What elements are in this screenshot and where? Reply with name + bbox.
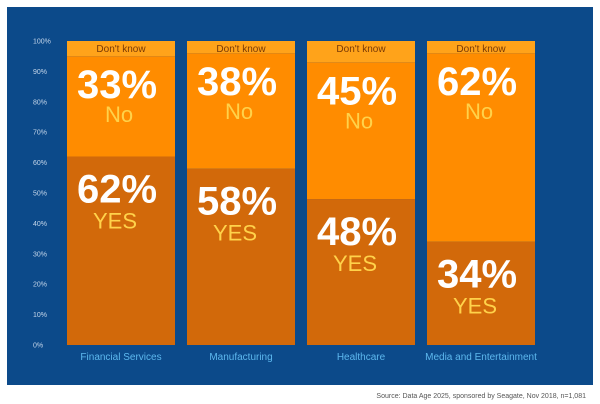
bar-segment-don-t-know <box>67 41 175 57</box>
no-percent-label: 33% <box>77 63 157 107</box>
dont-know-label: Don't know <box>336 44 386 55</box>
y-tick-label: 10% <box>33 312 47 319</box>
yes-percent-label: 48% <box>317 210 397 254</box>
bar-segment-no <box>307 62 415 200</box>
yes-word-label: YES <box>453 294 497 319</box>
y-tick-label: 80% <box>33 99 47 106</box>
y-tick-label: 30% <box>33 251 47 258</box>
category-label: Media and Entertainment <box>425 352 537 363</box>
bar-segment-don-t-know <box>307 41 415 63</box>
no-word-label: No <box>105 102 133 127</box>
category-label: Manufacturing <box>209 352 272 363</box>
y-tick-label: 20% <box>33 282 47 289</box>
bar-segment-no <box>187 53 295 169</box>
bar-segment-no <box>427 53 535 242</box>
bar-segment-don-t-know <box>187 41 295 54</box>
y-tick-label: 90% <box>33 69 47 76</box>
yes-word-label: YES <box>333 251 377 276</box>
dont-know-label: Don't know <box>216 44 266 55</box>
y-tick-label: 70% <box>33 130 47 137</box>
no-percent-label: 62% <box>437 60 517 104</box>
bar-segment-yes <box>67 156 175 345</box>
y-tick-label: 50% <box>33 191 47 198</box>
no-percent-label: 38% <box>197 60 277 104</box>
yes-percent-label: 58% <box>197 180 277 224</box>
bar-segment-yes <box>427 241 535 345</box>
no-word-label: No <box>345 108 373 133</box>
bar-segment-yes <box>307 199 415 345</box>
no-percent-label: 45% <box>317 69 397 113</box>
dont-know-label: Don't know <box>96 44 146 55</box>
bar-segment-no <box>67 56 175 157</box>
y-tick-label: 100% <box>33 39 51 46</box>
category-label: Healthcare <box>337 352 386 363</box>
yes-word-label: YES <box>93 209 137 234</box>
no-word-label: No <box>465 99 493 124</box>
yes-percent-label: 62% <box>77 168 157 212</box>
y-tick-label: 40% <box>33 221 47 228</box>
bar-segment-yes <box>187 168 295 345</box>
dont-know-label: Don't know <box>456 44 506 55</box>
y-tick-label: 60% <box>33 160 47 167</box>
source-note: Source: Data Age 2025, sponsored by Seag… <box>376 393 586 400</box>
y-tick-label: 0% <box>33 343 43 350</box>
bar-segment-don-t-know <box>427 41 535 54</box>
no-word-label: No <box>225 99 253 124</box>
yes-percent-label: 34% <box>437 253 517 297</box>
category-label: Financial Services <box>80 352 161 363</box>
chart-panel: 0% 10% 20% 30% 40% 50% 60% 70% 80% 90% 100% Don't k… <box>7 7 593 385</box>
stacked-bar-chart: 0% 10% 20% 30% 40% 50% 60% 70% 80% 90% 100% Don't k… <box>33 39 537 364</box>
yes-word-label: YES <box>213 221 257 246</box>
